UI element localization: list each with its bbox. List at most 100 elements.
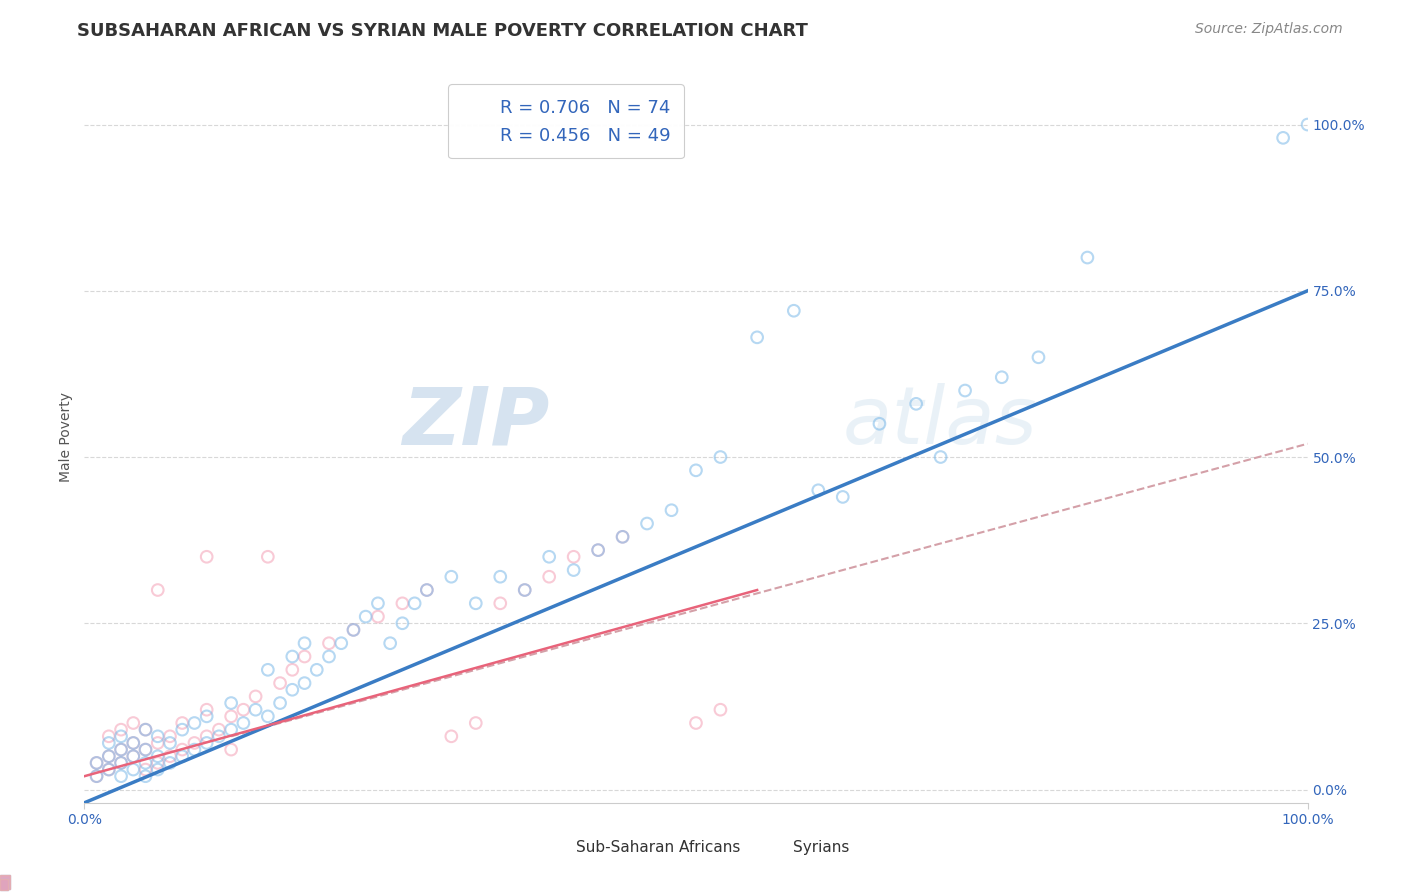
Point [135, 763, 157, 777]
Point [342, 623, 364, 637]
Point [513, 582, 536, 597]
Point [747, 330, 769, 344]
Point [1296, 118, 1319, 132]
Point [135, 756, 157, 770]
Point [122, 736, 145, 750]
Point [86, 756, 108, 770]
Point [404, 596, 426, 610]
Point [110, 742, 132, 756]
Point [783, 303, 806, 318]
Point [146, 736, 169, 750]
Point [464, 596, 486, 610]
Point [97, 729, 120, 743]
Point [195, 703, 218, 717]
Point [367, 609, 389, 624]
Point [110, 769, 132, 783]
Point [831, 490, 853, 504]
Point [159, 756, 181, 770]
Point [538, 549, 561, 564]
Point [159, 729, 181, 743]
Point [219, 696, 242, 710]
Point [586, 543, 609, 558]
Point [219, 709, 242, 723]
Point [183, 716, 205, 731]
Point [110, 756, 132, 770]
Point [172, 749, 194, 764]
Point [318, 649, 340, 664]
Point [172, 716, 194, 731]
Point [195, 549, 218, 564]
Point [135, 769, 157, 783]
Point [538, 570, 561, 584]
Point [135, 742, 157, 756]
Point [172, 742, 194, 756]
Point [208, 729, 231, 743]
Point [146, 763, 169, 777]
Point [97, 736, 120, 750]
Point [146, 749, 169, 764]
Point [330, 636, 353, 650]
Point [562, 563, 585, 577]
Text: Source: ZipAtlas.com: Source: ZipAtlas.com [1195, 22, 1343, 37]
Point [489, 596, 512, 610]
Point [269, 696, 291, 710]
Point [807, 483, 830, 498]
Point [416, 582, 439, 597]
Point [586, 543, 609, 558]
Point [612, 530, 634, 544]
Point [294, 636, 316, 650]
Point [135, 723, 157, 737]
Point [183, 742, 205, 756]
Point [110, 756, 132, 770]
Point [391, 616, 413, 631]
Point [122, 716, 145, 731]
Point [219, 723, 242, 737]
Point [146, 729, 169, 743]
Point [86, 769, 108, 783]
Point [195, 729, 218, 743]
Point [195, 709, 218, 723]
Point [281, 682, 304, 697]
Point [172, 723, 194, 737]
Point [135, 723, 157, 737]
Point [367, 596, 389, 610]
Point [146, 756, 169, 770]
Point [257, 549, 280, 564]
Y-axis label: Male Poverty: Male Poverty [59, 392, 73, 482]
Point [110, 729, 132, 743]
Point [219, 742, 242, 756]
Point [146, 582, 169, 597]
Point [1028, 351, 1050, 365]
Point [195, 736, 218, 750]
Point [440, 729, 463, 743]
Point [257, 663, 280, 677]
Point [991, 370, 1014, 384]
Point [232, 703, 254, 717]
Legend: Sub-Saharan Africans, Syrians: Sub-Saharan Africans, Syrians [537, 833, 855, 861]
Point [709, 450, 731, 464]
Point [489, 570, 512, 584]
Point [159, 736, 181, 750]
Point [97, 749, 120, 764]
Point [245, 690, 267, 704]
Point [440, 570, 463, 584]
Text: SUBSAHARAN AFRICAN VS SYRIAN MALE POVERTY CORRELATION CHART: SUBSAHARAN AFRICAN VS SYRIAN MALE POVERT… [77, 22, 808, 40]
Point [122, 749, 145, 764]
Point [110, 723, 132, 737]
Point [953, 384, 976, 398]
Point [685, 716, 707, 731]
Point [905, 397, 928, 411]
Point [1272, 131, 1295, 145]
Point [685, 463, 707, 477]
Point [245, 703, 267, 717]
Point [281, 649, 304, 664]
Point [294, 676, 316, 690]
Point [86, 756, 108, 770]
Point [232, 716, 254, 731]
Point [342, 623, 364, 637]
Point [122, 763, 145, 777]
Point [97, 763, 120, 777]
Point [612, 530, 634, 544]
Point [208, 723, 231, 737]
Point [122, 749, 145, 764]
